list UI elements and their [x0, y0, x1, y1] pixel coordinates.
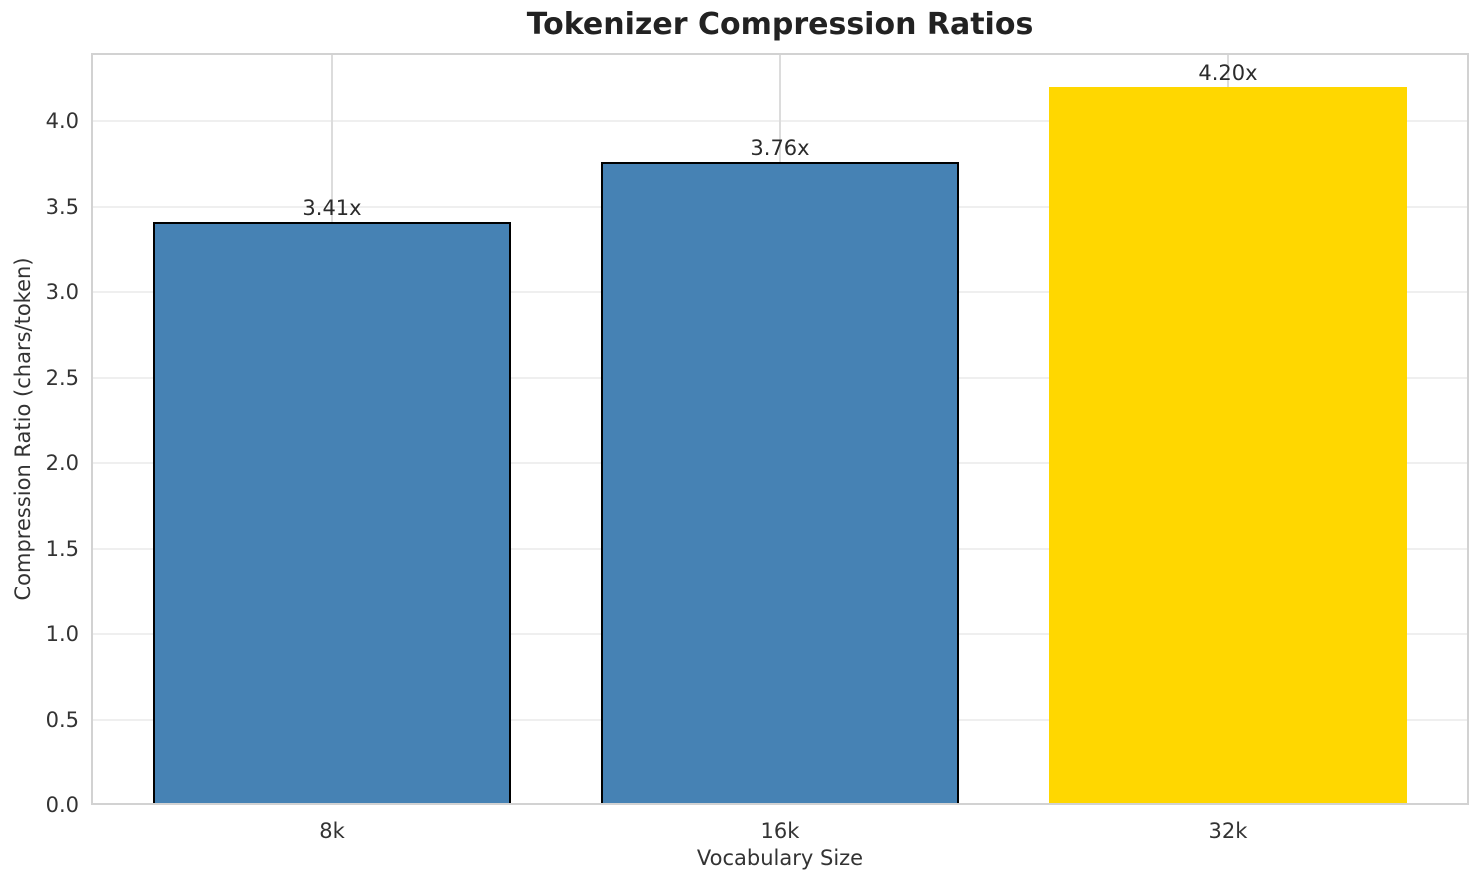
- y-tick-label: 2.5: [45, 365, 79, 390]
- y-tick-label: 2.0: [45, 451, 79, 476]
- x-tick-label: 8k: [319, 819, 345, 843]
- y-tick-label: 0.0: [45, 793, 79, 817]
- y-tick-label: 1.5: [45, 536, 79, 561]
- bar-16k: [600, 162, 960, 805]
- x-axis-label: Vocabulary Size: [696, 846, 864, 870]
- y-tick-label: 0.5: [45, 707, 79, 732]
- x-tick-label: 32k: [1208, 819, 1248, 843]
- y-tick-label: 3.0: [45, 280, 79, 305]
- bar-value-label: 3.41x: [302, 196, 362, 221]
- y-tick-label: 3.5: [45, 194, 79, 219]
- bar-32k: [1048, 87, 1408, 805]
- y-tick-label: 1.0: [45, 622, 79, 647]
- bar-value-label: 3.76x: [750, 136, 810, 161]
- bar-8k: [152, 222, 512, 805]
- chart-title: Tokenizer Compression Ratios: [526, 7, 1034, 42]
- y-tick-label: 4.0: [45, 109, 79, 134]
- x-tick-label: 16k: [760, 819, 800, 843]
- bar-value-label: 4.20x: [1198, 61, 1258, 86]
